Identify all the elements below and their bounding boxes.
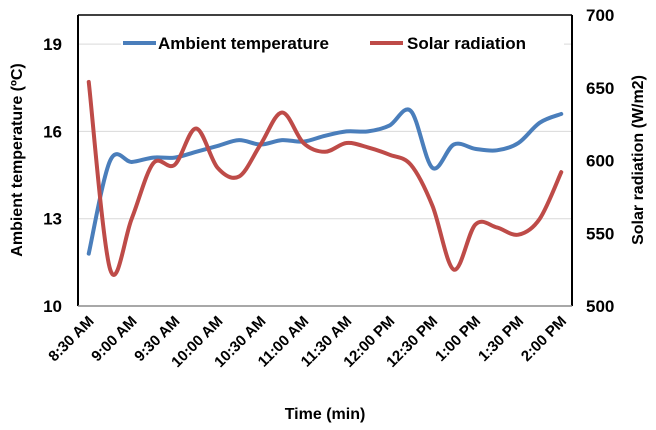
series-line-solar-radiation: [86, 79, 564, 277]
legend[interactable]: Ambient temperature Solar radiation: [121, 32, 564, 54]
x-tick-label: 9:00 AM: [88, 313, 140, 365]
data-point: [409, 109, 413, 113]
data-point: [259, 142, 263, 146]
data-point: [495, 148, 499, 152]
data-point: [280, 110, 284, 114]
data-point: [516, 233, 520, 237]
y2-tick-label: 600: [586, 152, 614, 171]
data-point: [108, 268, 112, 272]
y2-tick-label: 700: [586, 6, 614, 25]
data-point: [108, 159, 112, 163]
y2-tick-label: 650: [586, 79, 614, 98]
data-point: [387, 124, 391, 128]
x-tick-label: 2:00 PM: [518, 313, 570, 365]
legend-label: Ambient temperature: [158, 34, 329, 53]
x-tick-label: 1:00 PM: [432, 313, 484, 365]
x-tick-label: 1:30 PM: [475, 313, 527, 365]
y2-tick-label: 500: [586, 297, 614, 316]
data-point: [323, 134, 327, 138]
data-point: [130, 217, 134, 221]
data-point: [344, 129, 348, 133]
y-tick-label: 10: [43, 297, 62, 316]
data-point: [173, 156, 177, 160]
data-point: [302, 141, 306, 145]
y-tick-label: 13: [43, 210, 62, 229]
data-point: [366, 145, 370, 149]
data-point: [237, 138, 241, 142]
series-line-ambient-temperature: [86, 107, 564, 256]
data-point: [559, 170, 563, 174]
data-point: [473, 147, 477, 151]
y-tick-label: 19: [43, 35, 62, 54]
y2-tick-label: 550: [586, 224, 614, 243]
data-point: [216, 144, 220, 148]
data-point: [130, 160, 134, 164]
legend-bg: [121, 32, 379, 54]
y2-axis-title: Solar radiation (W/m2): [630, 75, 647, 245]
data-point: [194, 150, 198, 154]
data-point: [344, 141, 348, 145]
data-point: [516, 141, 520, 145]
data-point: [538, 217, 542, 221]
data-point: [173, 163, 177, 167]
data-point: [387, 153, 391, 157]
data-point: [452, 268, 456, 272]
data-point: [194, 126, 198, 130]
series-layer: [86, 79, 564, 277]
data-point: [430, 204, 434, 208]
legend-bg: [368, 32, 564, 54]
y-axis-title: Ambient temperature (ºC): [9, 63, 26, 256]
data-point: [538, 121, 542, 125]
data-point: [87, 80, 91, 84]
right-y-ticks: 500 550 600 650 700: [586, 6, 614, 316]
data-point: [559, 112, 563, 116]
data-point: [473, 223, 477, 227]
data-point: [151, 156, 155, 160]
data-point: [323, 150, 327, 154]
x-axis-title: Time (min): [285, 406, 366, 423]
data-point: [87, 252, 91, 256]
data-point: [452, 142, 456, 146]
data-point: [430, 166, 434, 170]
data-point: [495, 225, 499, 229]
data-point: [151, 161, 155, 165]
data-point: [409, 163, 413, 167]
data-point: [366, 129, 370, 133]
y-tick-label: 16: [43, 122, 62, 141]
data-point: [280, 138, 284, 142]
gridlines: [78, 43, 572, 220]
data-point: [216, 166, 220, 170]
legend-label: Solar radiation: [407, 34, 526, 53]
data-point: [237, 175, 241, 179]
x-tick-label: 8:30 AM: [45, 313, 97, 365]
left-y-ticks: 10 13 16 19: [43, 35, 62, 316]
plot-area-border: [77, 14, 573, 307]
